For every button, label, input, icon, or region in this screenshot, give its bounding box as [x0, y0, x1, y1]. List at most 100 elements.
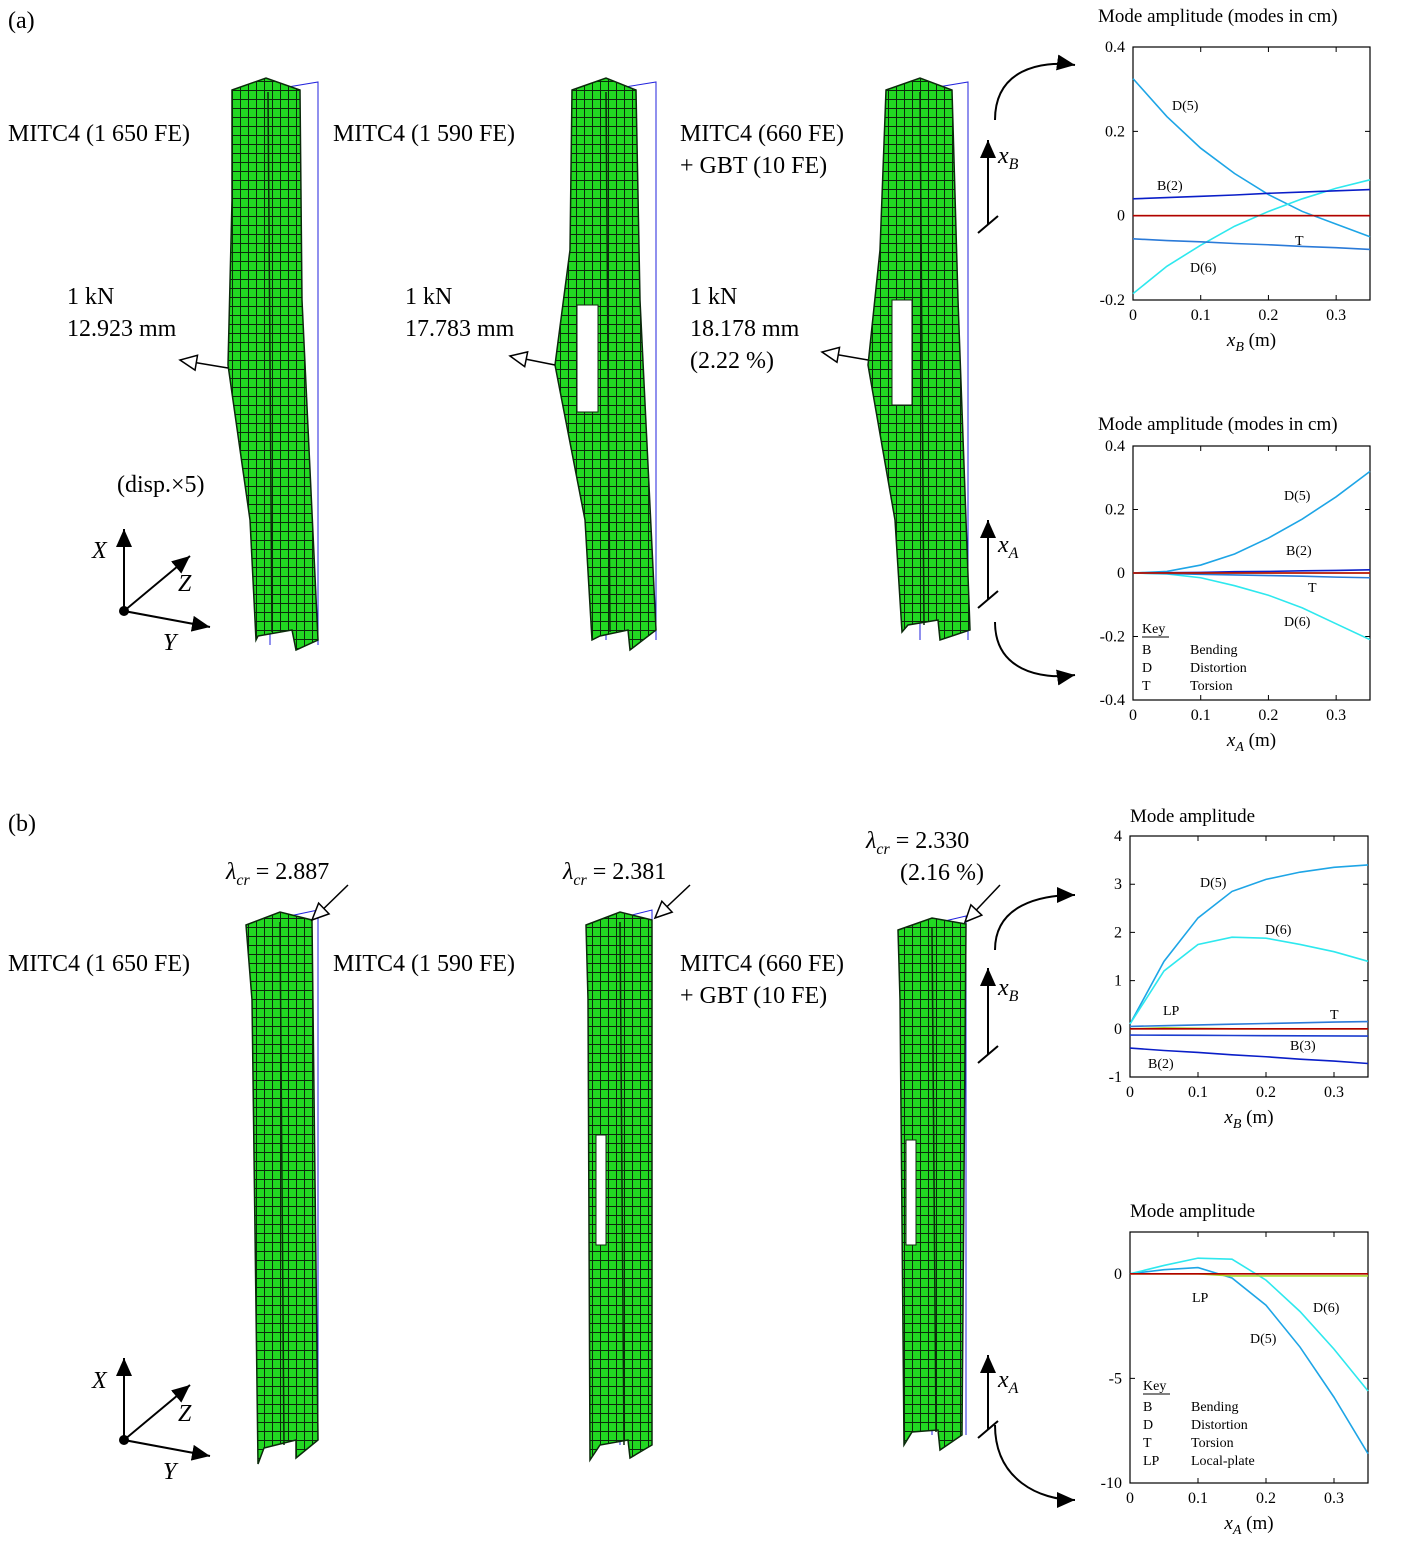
opening	[892, 300, 912, 405]
y-tick-label: -0.2	[1100, 292, 1125, 309]
key-label: Torsion	[1191, 1436, 1234, 1451]
lambda-symbol: λ	[865, 828, 876, 854]
x-tick-label: 0.2	[1258, 307, 1278, 324]
lambda-value: = 2.381	[587, 859, 667, 885]
y-tick-label: 0	[1117, 565, 1125, 582]
key-abbr: T	[1142, 679, 1151, 694]
lambda-sub: cr	[236, 872, 250, 889]
coord-sub: B	[1009, 988, 1019, 1005]
triad-origin	[119, 1435, 129, 1445]
y-tick-label: 0.4	[1105, 438, 1125, 455]
y-tick-label: -5	[1109, 1370, 1122, 1387]
axis-z-label: Z	[178, 1401, 192, 1427]
y-tick-label: -0.2	[1100, 629, 1125, 646]
series-label: D(5)	[1172, 99, 1199, 114]
y-tick-label: -0.4	[1100, 692, 1125, 709]
link-arrow	[995, 895, 1075, 950]
chart-title: Mode amplitude	[1130, 806, 1255, 827]
y-tick-label: -10	[1101, 1475, 1122, 1492]
series-label: B(2)	[1148, 1057, 1174, 1072]
series-label: D(5)	[1250, 1332, 1277, 1347]
column-title: MITC4 (660 FE)	[680, 951, 844, 977]
axis-z-label: Z	[178, 571, 192, 597]
column-title: + GBT (10 FE)	[680, 983, 827, 1009]
key-abbr: D	[1142, 661, 1152, 676]
chart-title: Mode amplitude (modes in cm)	[1098, 6, 1338, 27]
x-tick-label: 0.3	[1324, 1490, 1344, 1507]
coord-symbol: x	[997, 143, 1009, 169]
axis-y-label: Y	[163, 630, 179, 656]
lambda-sub: cr	[573, 872, 587, 889]
disp-label: 17.783 mm	[405, 316, 515, 342]
series-label: B(2)	[1286, 544, 1312, 559]
x-label-unit: (m)	[1241, 1107, 1273, 1128]
y-tick-label: 0	[1114, 1021, 1122, 1038]
column-title: MITC4 (1 650 FE)	[8, 951, 190, 977]
series-label: LP	[1163, 1004, 1180, 1019]
y-tick-label: 1	[1114, 973, 1122, 990]
load-arrow	[822, 352, 868, 360]
axis-y-label: Y	[163, 1459, 179, 1485]
coord-sub: A	[1008, 545, 1019, 562]
series-label: D(5)	[1284, 489, 1311, 504]
x-label-unit: (m)	[1244, 730, 1276, 751]
lambda-symbol: λ	[225, 859, 236, 885]
coord-symbol: x	[997, 975, 1009, 1001]
series-line	[1130, 1035, 1368, 1036]
key-label: Distortion	[1191, 1418, 1248, 1433]
diff-label: (2.22 %)	[690, 348, 774, 374]
key-abbr: LP	[1143, 1454, 1160, 1469]
series-label: T	[1330, 1008, 1339, 1023]
x-tick-label: 0.2	[1256, 1490, 1276, 1507]
x-tick-label: 0	[1126, 1490, 1134, 1507]
axis-x-label: X	[91, 538, 108, 564]
triad-arrow	[124, 611, 210, 627]
coord-symbol: x	[997, 532, 1009, 558]
panel-label: (b)	[8, 811, 36, 837]
y-tick-label: 2	[1114, 924, 1122, 941]
column-title: MITC4 (1 590 FE)	[333, 951, 515, 977]
panel-label: (a)	[8, 8, 35, 34]
series-label: D(6)	[1284, 615, 1311, 630]
axis-x-label: X	[91, 1368, 108, 1394]
column-title: MITC4 (1 650 FE)	[8, 121, 190, 147]
load-label: 1 kN	[405, 284, 452, 310]
diff-label: (2.16 %)	[900, 860, 984, 886]
y-tick-label: 3	[1114, 876, 1122, 893]
y-tick-label: 4	[1114, 828, 1122, 845]
lambda-value: = 2.887	[250, 859, 330, 885]
x-label-unit: (m)	[1244, 330, 1276, 351]
x-tick-label: 0.1	[1191, 707, 1211, 724]
y-tick-label: 0.2	[1105, 502, 1125, 519]
series-label: B(2)	[1157, 179, 1183, 194]
x-tick-label: 0.2	[1258, 707, 1278, 724]
x-axis-label: xA (m)	[1223, 1513, 1273, 1538]
illustrations	[119, 64, 1075, 1500]
note: (disp.×5)	[117, 472, 205, 498]
mesh-column	[555, 78, 656, 650]
x-tick-label: 0.1	[1191, 307, 1211, 324]
lambda-symbol: λ	[562, 859, 573, 885]
chart-title: Mode amplitude	[1130, 1201, 1255, 1222]
series-label: T	[1295, 234, 1304, 249]
opening	[596, 1135, 606, 1245]
key-label: Local-plate	[1191, 1454, 1255, 1469]
x-axis-label: xA (m)	[1226, 730, 1276, 755]
key-abbr: T	[1143, 1436, 1152, 1451]
key-label: Bending	[1191, 1400, 1238, 1415]
load-label: 1 kN	[67, 284, 114, 310]
x-tick-label: 0.3	[1324, 1084, 1344, 1101]
x-tick-label: 0.1	[1188, 1084, 1208, 1101]
x-tick-label: 0.2	[1256, 1084, 1276, 1101]
texts: (a) MITC4 (1 650 FE) MITC4 (1 590 FE) MI…	[8, 8, 1019, 1485]
x-label-sub: A	[1234, 740, 1244, 755]
triad-origin	[119, 606, 129, 616]
x-tick-label: 0	[1129, 707, 1137, 724]
load-arrow	[510, 356, 555, 365]
mesh-column	[868, 78, 970, 640]
x-label-sub: A	[1232, 1523, 1242, 1538]
series-label: D(6)	[1265, 923, 1292, 938]
series-label: D(6)	[1313, 1301, 1340, 1316]
x-tick-label: 0.3	[1326, 307, 1346, 324]
load-label: 1 kN	[690, 284, 737, 310]
